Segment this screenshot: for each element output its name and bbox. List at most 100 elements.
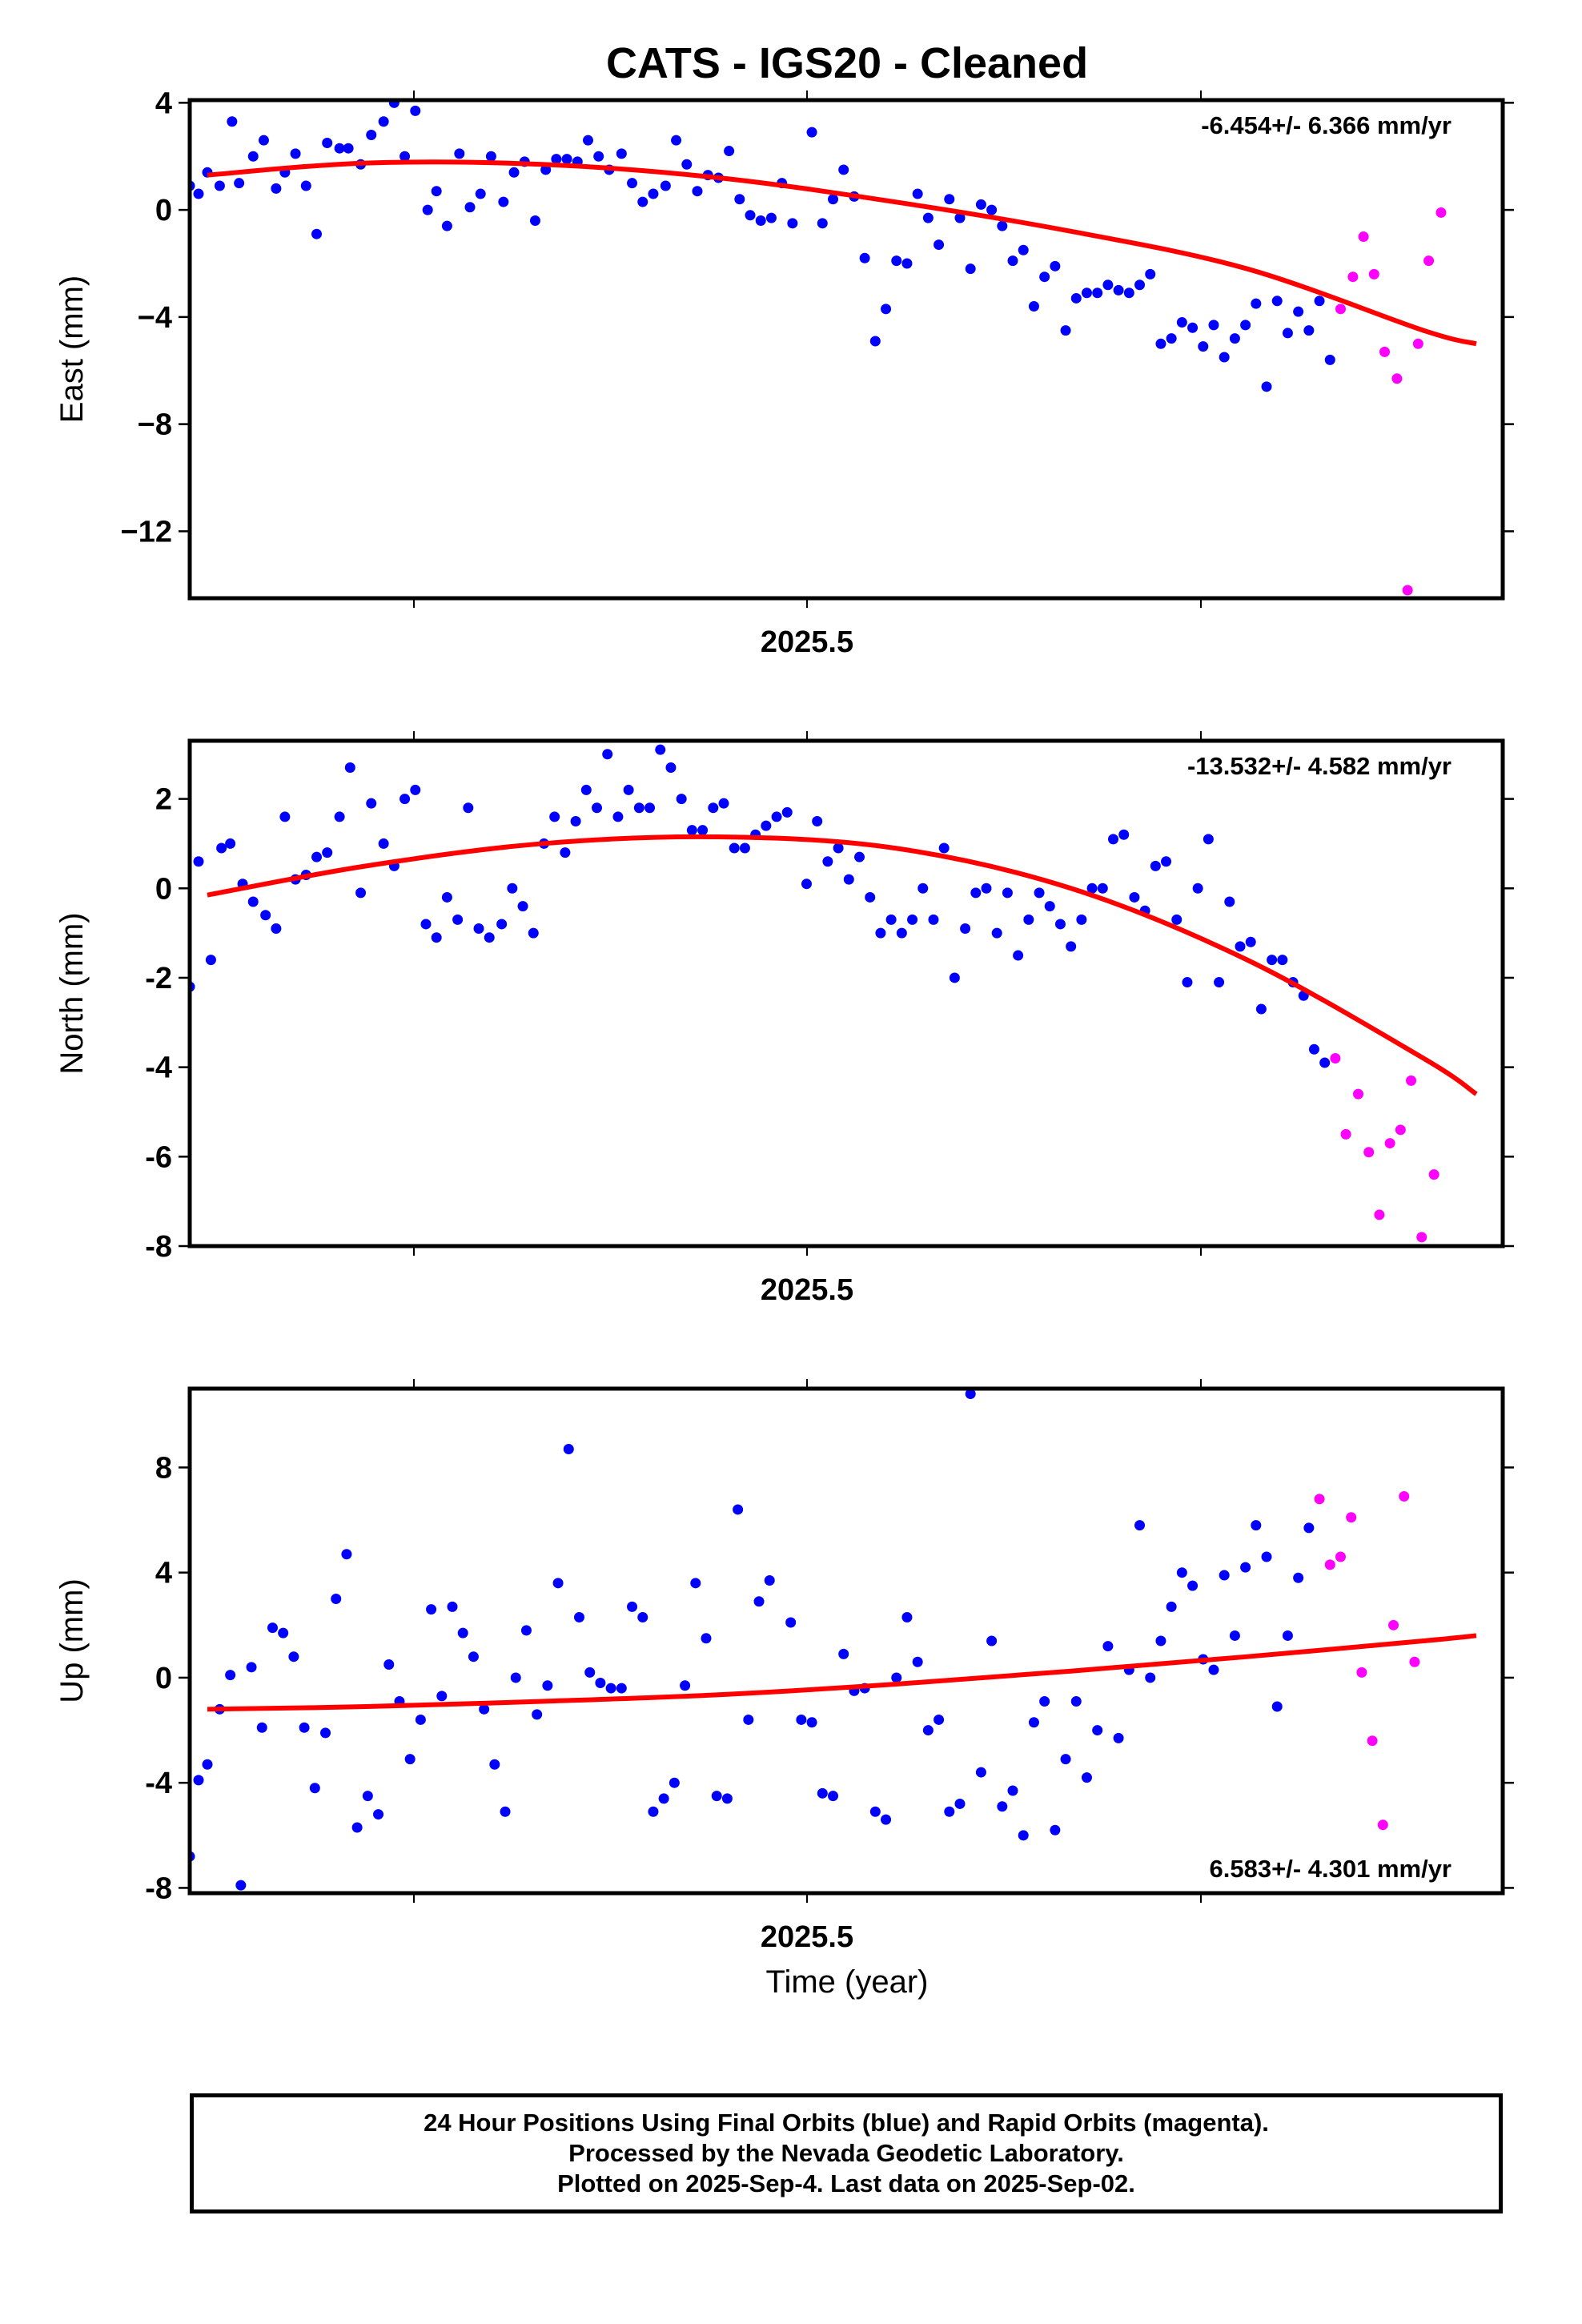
final-orbit-point (669, 1777, 680, 1788)
final-orbit-point (322, 138, 333, 149)
final-orbit-point (1229, 1630, 1240, 1641)
final-orbit-point (616, 148, 627, 159)
final-orbit-point (785, 1617, 797, 1628)
final-orbit-point (551, 154, 562, 165)
final-orbit-point (875, 927, 886, 939)
final-orbit-point (764, 1575, 775, 1586)
final-orbit-point (1182, 977, 1193, 988)
final-orbit-point (912, 1656, 923, 1667)
final-orbit-point (484, 932, 495, 943)
final-orbit-point (605, 1683, 616, 1694)
final-orbit-point (812, 816, 823, 827)
final-orbit-point (633, 802, 644, 814)
trend-line (207, 159, 1477, 347)
final-orbit-point (1303, 325, 1315, 336)
final-orbit-point (981, 883, 992, 894)
final-orbit-point (944, 1806, 955, 1817)
final-orbit-point (1219, 352, 1230, 363)
y-axis-label: Up (mm) (54, 1578, 90, 1703)
final-orbit-point (193, 856, 204, 867)
final-orbit-point (822, 856, 833, 867)
final-orbit-point (865, 891, 876, 903)
y-tick-label: -8 (145, 1872, 172, 1905)
final-orbit-point (309, 1783, 320, 1794)
x-tick-label: 2025.5 (761, 625, 853, 659)
trend-line (207, 1633, 1477, 1712)
rapid-orbit-point (1324, 1559, 1335, 1570)
rapid-orbit-point (1352, 1088, 1363, 1100)
final-orbit-point (671, 135, 682, 146)
final-orbit-point (1171, 914, 1182, 925)
y-tick-label: -4 (145, 1767, 172, 1800)
final-orbit-point (1176, 1567, 1187, 1578)
y-tick-label: 4 (155, 1557, 172, 1590)
final-orbit-point (1145, 268, 1156, 279)
final-orbit-point (997, 220, 1008, 231)
final-orbit-point (1187, 322, 1199, 333)
final-orbit-point (970, 887, 982, 899)
final-orbit-point (1224, 896, 1235, 907)
panel-north: 2 0 -2 -4 -6 -8 2025.5 North (mm) -13.532+/- 4.5… (54, 731, 1514, 1307)
panel-frame (187, 738, 1505, 1248)
final-orbit-point (954, 212, 966, 223)
final-orbit-point (827, 194, 838, 205)
final-orbit-point (1261, 381, 1272, 392)
x-tick-label: 2025.5 (761, 1273, 853, 1307)
final-orbit-point (1066, 941, 1077, 952)
final-orbit-point (1203, 834, 1214, 845)
final-orbit-point (1028, 1717, 1039, 1728)
final-orbit-point (279, 811, 291, 822)
final-orbit-point (415, 1714, 426, 1725)
final-orbit-point (400, 794, 411, 805)
final-orbit-point (1092, 287, 1103, 299)
final-orbit-point (827, 1791, 838, 1802)
final-orbit-point (1013, 950, 1024, 961)
final-orbit-point (761, 820, 772, 831)
final-orbit-point (806, 127, 817, 138)
final-orbit-point (1092, 1725, 1103, 1736)
final-orbit-point (570, 816, 581, 827)
final-orbit-point (1070, 1695, 1082, 1707)
rapid-orbit-point (1416, 1232, 1427, 1243)
final-orbit-point (718, 798, 729, 809)
final-orbit-point (383, 1659, 395, 1671)
rapid-orbit-point (1363, 1147, 1375, 1158)
final-orbit-point (1161, 856, 1172, 867)
rate-label: -6.454+/- 6.366 mm/yr (1201, 111, 1452, 139)
final-orbit-point (1018, 244, 1029, 255)
final-orbit-point (928, 914, 939, 925)
x-axis-label: Time (year) (766, 1964, 929, 2000)
final-orbit-point (258, 135, 269, 146)
final-orbit-point (838, 164, 849, 175)
rapid-orbit-point (1391, 373, 1403, 384)
final-orbit-point (991, 927, 1002, 939)
rapid-orbit-point (1406, 1075, 1417, 1086)
final-orbit-point (1219, 1570, 1230, 1581)
final-orbit-point (660, 180, 671, 191)
rapid-orbit-point (1384, 1138, 1395, 1149)
y-tick-label: −12 (121, 515, 172, 549)
final-orbit-point (540, 164, 552, 175)
final-orbit-point (1050, 1824, 1061, 1835)
final-orbit-point (701, 1633, 712, 1644)
x-tick-label: 2025.5 (761, 1920, 853, 1954)
footer-line-1: 24 Hour Positions Using Final Orbits (bl… (424, 2109, 1269, 2137)
final-orbit-point (1134, 279, 1146, 291)
footer-line-3: Plotted on 2025-Sep-4. Last data on 2025… (557, 2169, 1135, 2197)
rapid-orbit-point (1374, 1209, 1385, 1220)
rapid-orbit-point (1377, 1819, 1388, 1831)
final-orbit-point (602, 749, 613, 760)
final-orbit-point (1076, 914, 1087, 925)
final-orbit-point (724, 146, 735, 157)
final-orbit-point (1060, 1754, 1071, 1765)
final-orbit-point (665, 762, 677, 774)
final-orbit-point (1039, 1695, 1050, 1707)
rapid-orbit-point (1346, 1512, 1357, 1523)
final-orbit-point (404, 1754, 416, 1765)
panel-east: 4 0 −4 −8 −12 2025.5 East (mm) -6.454+/- 6.366 … (54, 86, 1514, 659)
final-orbit-point (1150, 860, 1161, 871)
final-orbit-point (755, 215, 766, 226)
final-orbit-point (912, 188, 923, 199)
final-orbit-point (1050, 260, 1061, 271)
final-orbit-point (1303, 1522, 1315, 1534)
